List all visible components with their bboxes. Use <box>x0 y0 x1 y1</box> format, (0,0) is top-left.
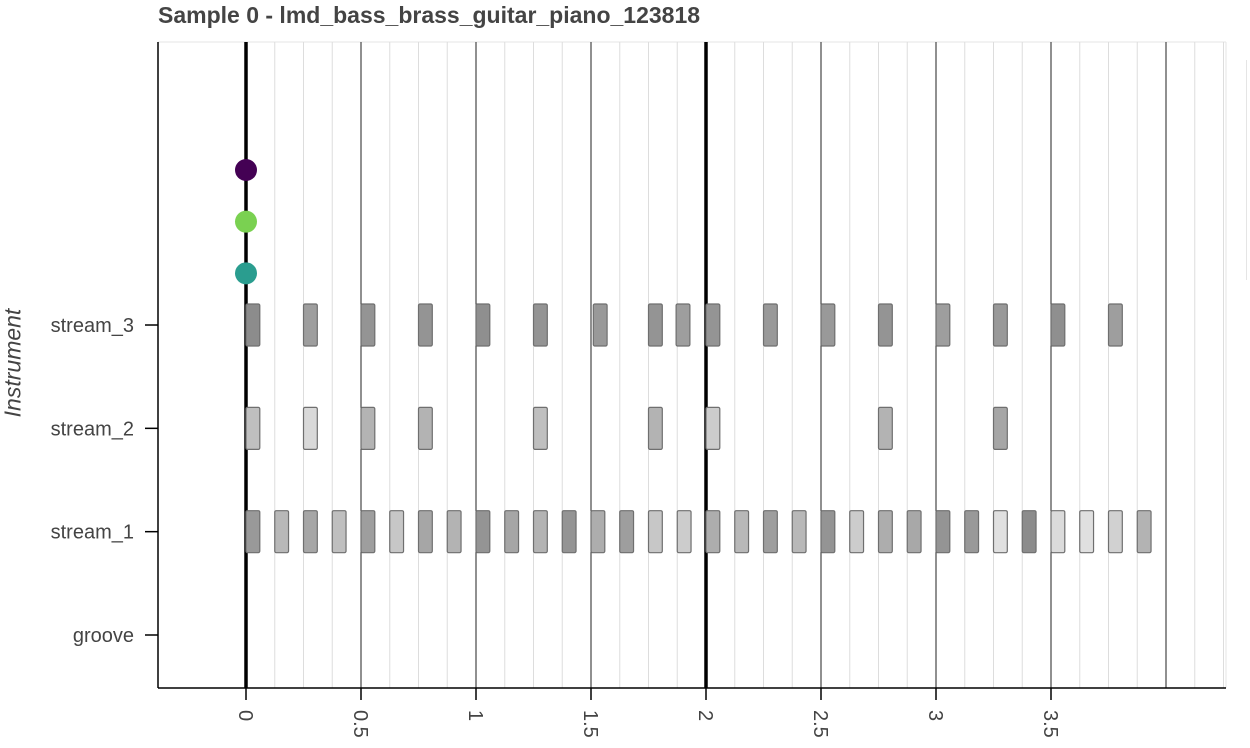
marker-point <box>235 159 257 182</box>
y-tick-label: groove <box>73 625 134 647</box>
note-stream_3 <box>675 303 691 347</box>
note-stream_1 <box>1050 510 1066 554</box>
note-stream_1 <box>992 510 1008 554</box>
y-tick-label: stream_1 <box>51 522 134 544</box>
note-stream_3 <box>1107 303 1123 347</box>
note-stream_1 <box>935 510 951 554</box>
note-stream_3 <box>705 303 721 347</box>
note-stream_1 <box>734 510 750 554</box>
note-stream_3 <box>302 303 318 347</box>
note-stream_1 <box>274 510 290 554</box>
grid-lines <box>158 41 1227 688</box>
note-stream_1 <box>360 510 376 554</box>
note-stream_2 <box>360 406 376 450</box>
x-tick-label: 0.5 <box>349 710 371 738</box>
x-tick-label: 1.5 <box>579 710 601 738</box>
note-stream_3 <box>877 303 893 347</box>
note-stream_1 <box>446 510 462 554</box>
x-tick-label: 3.5 <box>1039 710 1061 738</box>
note-stream_1 <box>849 510 865 554</box>
note-stream_1 <box>302 510 318 554</box>
note-stream_3 <box>592 303 608 347</box>
note-stream_3 <box>762 303 778 347</box>
note-stream_1 <box>1107 510 1123 554</box>
marker-point <box>235 210 257 233</box>
note-stream_1 <box>877 510 893 554</box>
note-stream_1 <box>417 510 433 554</box>
note-stream_1 <box>590 510 606 554</box>
marker-point <box>235 262 257 285</box>
note-marks <box>245 303 1152 554</box>
note-stream_3 <box>532 303 548 347</box>
note-stream_1 <box>647 510 663 554</box>
axes: groove stream_1 stream_2 stream_3 0 0.5 1 1.5 2 2… <box>51 42 1226 738</box>
note-stream_1 <box>1136 510 1152 554</box>
note-stream_3 <box>935 303 951 347</box>
note-stream_3 <box>475 303 491 347</box>
x-tick-label: 2 <box>694 710 716 721</box>
note-stream_1 <box>906 510 922 554</box>
note-stream_1 <box>331 510 347 554</box>
chart-title: Sample 0 - lmd_bass_brass_guitar_piano_1… <box>158 2 701 28</box>
note-stream_3 <box>1050 303 1066 347</box>
note-stream_2 <box>532 406 548 450</box>
x-tick-label: 0 <box>234 710 256 721</box>
note-stream_1 <box>1021 510 1037 554</box>
note-stream_2 <box>245 406 261 450</box>
y-tick-label: stream_2 <box>51 418 134 440</box>
legend-panel-edge <box>1246 60 1250 280</box>
note-stream_1 <box>676 510 692 554</box>
note-stream_2 <box>417 406 433 450</box>
note-stream_2 <box>877 406 893 450</box>
y-tick-label: stream_3 <box>51 315 134 337</box>
note-stream_1 <box>705 510 721 554</box>
note-stream_3 <box>245 303 261 347</box>
note-stream_3 <box>417 303 433 347</box>
x-tick-label: 2.5 <box>809 710 831 738</box>
note-stream_3 <box>360 303 376 347</box>
note-stream_1 <box>820 510 836 554</box>
note-stream_1 <box>791 510 807 554</box>
note-stream_3 <box>992 303 1008 347</box>
note-stream_1 <box>762 510 778 554</box>
note-stream_1 <box>561 510 577 554</box>
note-stream_1 <box>1079 510 1095 554</box>
note-stream_2 <box>705 406 721 450</box>
note-stream_1 <box>532 510 548 554</box>
note-stream_2 <box>992 406 1008 450</box>
note-stream_3 <box>820 303 836 347</box>
note-stream_1 <box>389 510 405 554</box>
marker-points <box>235 159 257 285</box>
note-stream_2 <box>302 406 318 450</box>
x-tick-label: 1 <box>464 710 486 721</box>
note-stream_3 <box>647 303 663 347</box>
note-stream_1 <box>504 510 520 554</box>
note-stream_1 <box>619 510 635 554</box>
note-stream_1 <box>245 510 261 554</box>
note-stream_2 <box>647 406 663 450</box>
note-stream_1 <box>475 510 491 554</box>
note-stream_1 <box>964 510 980 554</box>
x-tick-label: 3 <box>924 710 946 721</box>
